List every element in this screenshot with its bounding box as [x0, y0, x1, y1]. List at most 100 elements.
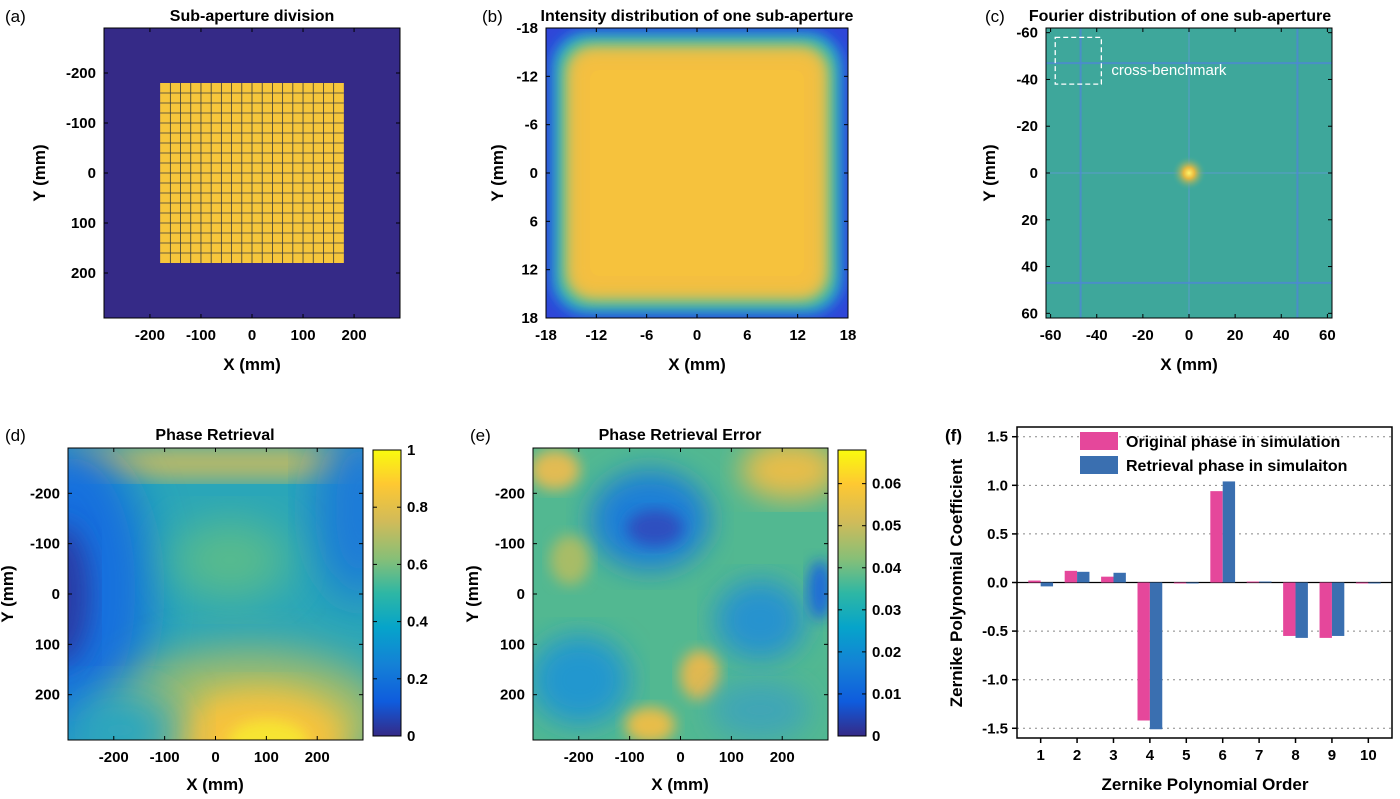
- panel-a-title: Sub-aperture division: [170, 8, 334, 25]
- y-tick-label: 0.5: [987, 526, 1008, 543]
- panel-label-d: (d): [5, 426, 26, 445]
- colorbar-tick-label: 0.05: [872, 518, 901, 535]
- colorbar-tick-label: 0.03: [872, 602, 901, 619]
- colorbar-tick-label: 0.6: [407, 556, 428, 573]
- y-tick-label: -0.5: [982, 623, 1008, 640]
- panel-f-xlabel: Zernike Polynomial Order: [1102, 775, 1309, 794]
- bar: [1028, 580, 1041, 583]
- x-tick-label: 8: [1291, 747, 1299, 764]
- bar: [1246, 581, 1260, 583]
- x-tick-label: 1: [1036, 747, 1044, 764]
- cross-benchmark-box: [1054, 36, 1103, 85]
- bar: [1295, 582, 1308, 638]
- panel-b-title: Intensity distribution of one sub-apertu…: [541, 8, 854, 25]
- panel-e-title: Phase Retrieval Error: [599, 427, 762, 444]
- colorbar-tick-label: 0.2: [407, 671, 428, 688]
- x-tick-label: 40: [1273, 327, 1290, 344]
- panel-c-title: Fourier distribution of one sub-aperture: [1029, 8, 1331, 25]
- panel-f-ylabel: Zernike Polynomial Coefficient: [947, 458, 966, 707]
- x-tick-label: -60: [1040, 327, 1062, 344]
- x-tick-label: 20: [1227, 327, 1244, 344]
- panel-label-a: (a): [5, 7, 26, 26]
- colorbar-tick-label: 0.02: [872, 644, 901, 661]
- bar: [1222, 481, 1236, 583]
- panel-c: (c) Fourier distribution of one sub-aper…: [980, 7, 1336, 374]
- cross-benchmark-label: cross-benchmark: [1111, 62, 1227, 79]
- panel-e-ylabel: Y (mm): [463, 565, 482, 622]
- bar: [1283, 582, 1296, 636]
- panel-b-xlabel: X (mm): [668, 355, 726, 374]
- panel-b: (b) Intensity distribution of one sub-ap…: [482, 7, 856, 374]
- x-tick-label: -40: [1086, 327, 1108, 344]
- panel-label-b: (b): [482, 7, 503, 26]
- x-tick-label: -20: [1132, 327, 1154, 344]
- y-tick-label: -1.0: [982, 672, 1008, 689]
- colorbar-tick-label: 0.8: [407, 499, 428, 516]
- panel-label-e: (e): [470, 426, 491, 445]
- x-tick-label: 200: [305, 749, 330, 766]
- panel-e-colorbar: [837, 449, 867, 737]
- x-tick-label: 3: [1109, 747, 1117, 764]
- x-tick-label: 0: [693, 327, 701, 344]
- bar: [1040, 582, 1054, 587]
- panel-c-ylabel: Y (mm): [980, 144, 999, 201]
- y-tick-label: 100: [35, 636, 60, 653]
- y-tick-label: 20: [1021, 212, 1038, 229]
- x-tick-label: 60: [1319, 327, 1336, 344]
- y-tick-label: -12: [516, 68, 538, 85]
- x-tick-label: -200: [99, 749, 129, 766]
- y-tick-label: -200: [495, 485, 525, 502]
- y-tick-label: 0: [517, 586, 525, 603]
- panel-d-ticks: -200 -100 0 100 200 -200 -100 0 100 200 0 0.2 0.4 0.6…: [30, 442, 429, 766]
- bar: [1368, 582, 1381, 584]
- y-tick-label: 0: [1030, 165, 1038, 182]
- colorbar-tick-label: 0.04: [872, 560, 902, 577]
- bar: [1259, 581, 1272, 583]
- x-tick-label: 12: [789, 327, 806, 344]
- x-tick-label: 0: [676, 749, 684, 766]
- y-tick-label: 6: [530, 213, 538, 230]
- panel-d-title: Phase Retrieval: [155, 427, 274, 444]
- bar: [1101, 576, 1114, 583]
- panel-e-ticks: -200 -100 0 100 200 -200 -100 0 100 200 0 0.01 0.02 0…: [495, 448, 902, 766]
- y-tick-label: 18: [521, 310, 538, 327]
- panel-e: (e) Phase Retrieval Error -200 -100 0 100 20…: [463, 426, 902, 794]
- x-tick-label: 2: [1073, 747, 1081, 764]
- bar: [1149, 582, 1163, 730]
- panel-a-ylabel: Y (mm): [30, 144, 49, 201]
- x-tick-label: -12: [585, 327, 607, 344]
- y-tick-label: -200: [66, 65, 96, 82]
- y-tick-label: 0.0: [987, 575, 1008, 592]
- panel-a: (a) Sub-aperture division -200 -100 0 100 20…: [5, 7, 401, 374]
- x-tick-label: 100: [254, 749, 279, 766]
- x-tick-label: -100: [150, 749, 180, 766]
- panel-label-c: (c): [985, 7, 1005, 26]
- x-tick-label: 4: [1146, 747, 1155, 764]
- y-tick-label: -20: [1016, 118, 1038, 135]
- x-tick-label: 0: [1185, 327, 1193, 344]
- x-tick-label: 9: [1328, 747, 1336, 764]
- y-tick-label: -6: [525, 117, 538, 134]
- colorbar-tick-label: 0.4: [407, 614, 429, 631]
- colorbar-tick-label: 0.01: [872, 686, 901, 703]
- bar: [1210, 491, 1223, 583]
- bar: [1137, 582, 1150, 721]
- y-tick-label: -1.5: [982, 720, 1008, 737]
- x-tick-label: 100: [719, 749, 744, 766]
- y-tick-label: 40: [1021, 259, 1038, 276]
- y-tick-label: 1.0: [987, 477, 1008, 494]
- x-tick-label: 0: [248, 327, 256, 344]
- y-tick-label: 60: [1021, 305, 1038, 322]
- y-tick-label: -18: [516, 20, 538, 37]
- panel-d-colorbar: [372, 449, 402, 737]
- y-tick-label: 12: [521, 262, 538, 279]
- colorbar-tick-label: 0: [407, 728, 415, 745]
- panel-label-f: (f): [945, 426, 962, 445]
- x-tick-label: 7: [1255, 747, 1263, 764]
- x-tick-label: -100: [615, 749, 645, 766]
- panel-f-bars: [1028, 481, 1381, 730]
- y-tick-label: -100: [495, 536, 525, 553]
- y-tick-label: 200: [71, 265, 96, 282]
